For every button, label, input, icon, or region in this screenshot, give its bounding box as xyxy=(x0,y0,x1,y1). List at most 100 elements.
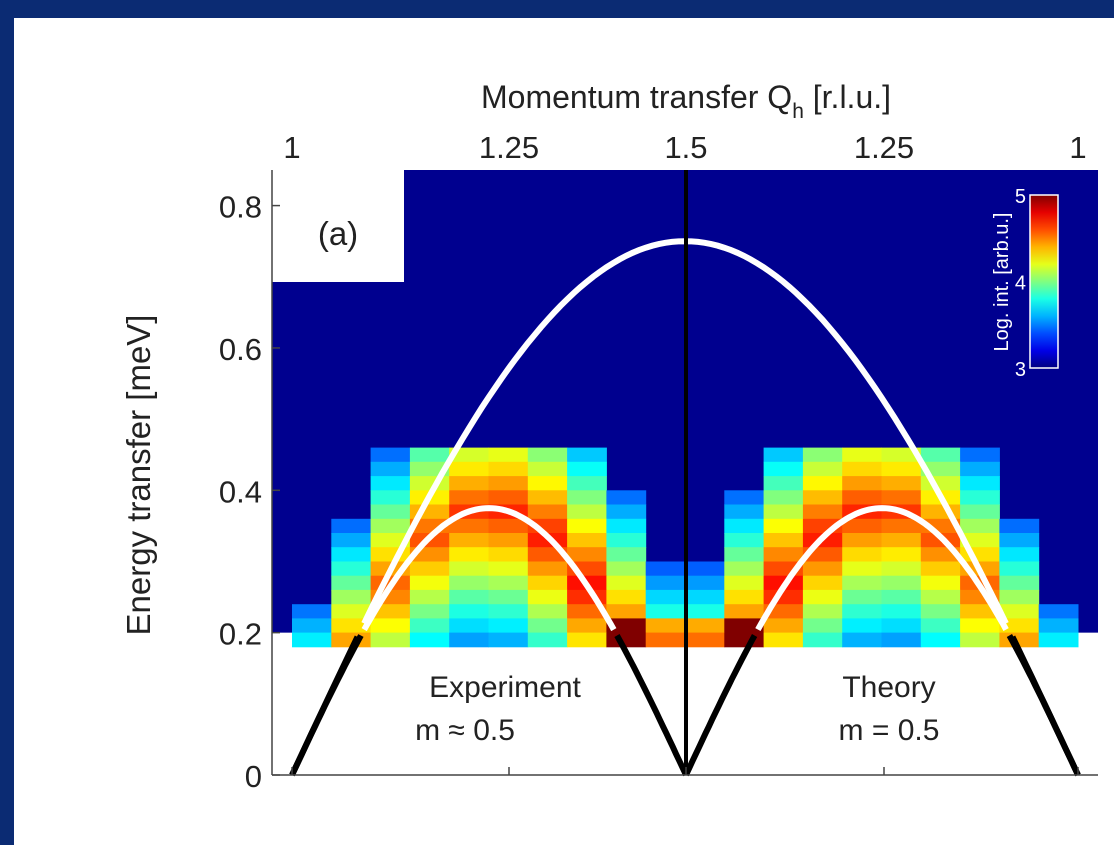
lower-curve-left-black xyxy=(292,636,686,776)
y-tick-label: 0.2 xyxy=(219,617,262,652)
heatmap-cell xyxy=(960,633,1000,648)
heatmap-cell xyxy=(685,590,725,605)
heatmap-cell xyxy=(764,476,804,491)
heatmap-cell xyxy=(764,448,804,463)
heatmap-cell xyxy=(371,618,411,633)
heatmap-cell xyxy=(921,590,961,605)
heatmap-cell xyxy=(921,604,961,619)
heatmap-cell xyxy=(528,462,568,477)
heatmap-cell xyxy=(999,533,1039,548)
heatmap-cell xyxy=(842,490,882,505)
heatmap-cell xyxy=(606,576,646,591)
heatmap-cell xyxy=(567,462,607,477)
heatmap-cell xyxy=(960,505,1000,520)
heatmap-cell xyxy=(489,448,529,463)
heatmap-cell xyxy=(449,547,489,562)
heatmap-cell xyxy=(960,476,1000,491)
heatmap-cell xyxy=(489,576,529,591)
heatmap-cell xyxy=(567,476,607,491)
heatmap-cell xyxy=(449,604,489,619)
x-tick-label: 1.5 xyxy=(664,130,707,165)
heatmap-cell xyxy=(764,533,804,548)
heatmap-cell xyxy=(528,490,568,505)
heatmap-cell xyxy=(803,448,843,463)
x-axis-label: Momentum transfer Qh [r.l.u.] xyxy=(481,79,891,123)
heatmap-cell xyxy=(449,490,489,505)
heatmap-cell xyxy=(449,533,489,548)
heatmap-cell xyxy=(646,576,686,591)
heatmap-cell xyxy=(410,604,450,619)
heatmap-cell xyxy=(449,590,489,605)
heatmap-cell xyxy=(921,476,961,491)
heatmap-cell xyxy=(842,533,882,548)
heatmap-cell xyxy=(567,547,607,562)
heatmap-cell xyxy=(803,633,843,648)
heatmap-cell xyxy=(646,604,686,619)
heatmap-cell xyxy=(371,462,411,477)
heatmap-cell xyxy=(646,590,686,605)
heatmap-cell xyxy=(646,562,686,577)
heatmap-cell xyxy=(567,519,607,534)
y-tick-label: 0.4 xyxy=(219,474,262,509)
y-tick-label: 0.8 xyxy=(219,190,262,225)
heatmap-cell xyxy=(921,562,961,577)
heatmap-cell xyxy=(921,576,961,591)
heatmap-cell xyxy=(567,490,607,505)
heatmap-cell xyxy=(528,448,568,463)
heatmap-cell xyxy=(999,547,1039,562)
heatmap-cell xyxy=(764,490,804,505)
heatmap-cell xyxy=(882,476,922,491)
heatmap-cell xyxy=(999,562,1039,577)
heatmap-cell xyxy=(449,562,489,577)
heatmap-cell xyxy=(528,476,568,491)
y-axis-label: Energy transfer [meV] xyxy=(120,315,157,636)
heatmap-cell xyxy=(882,604,922,619)
heatmap-cell xyxy=(724,519,764,534)
heatmap-cell xyxy=(489,618,529,633)
heatmap-cell xyxy=(528,618,568,633)
colorbar-label: Log. int. [arb.u.] xyxy=(991,213,1013,352)
heatmap-cell xyxy=(803,505,843,520)
heatmap-cell xyxy=(882,562,922,577)
heatmap-cell xyxy=(764,633,804,648)
annotation: Experiment xyxy=(429,671,581,704)
colorbar-tick-label: 5 xyxy=(1015,186,1026,208)
heatmap-cell xyxy=(371,476,411,491)
heatmap-cell xyxy=(292,618,332,633)
heatmap-cell xyxy=(960,618,1000,633)
heatmap-cell xyxy=(803,590,843,605)
heatmap-cell xyxy=(724,604,764,619)
heatmap-cell xyxy=(489,547,529,562)
heatmap-cell xyxy=(606,604,646,619)
heatmap-cell xyxy=(606,519,646,534)
heatmap-cell xyxy=(685,576,725,591)
heatmap-cell xyxy=(489,604,529,619)
heatmap-cell xyxy=(724,533,764,548)
heatmap-cell xyxy=(803,618,843,633)
heatmap-cell xyxy=(410,576,450,591)
heatmap-cell xyxy=(646,633,686,648)
x-tick-label: 1 xyxy=(283,130,300,165)
heatmap-cell xyxy=(331,519,371,534)
heatmap-cell xyxy=(842,547,882,562)
heatmap-cell xyxy=(724,576,764,591)
x-axis-label-units: [r.l.u.] xyxy=(804,79,891,115)
heatmap-cell xyxy=(685,562,725,577)
heatmap-cell xyxy=(960,448,1000,463)
heatmap-cell xyxy=(764,462,804,477)
heatmap-cell xyxy=(606,547,646,562)
heatmap-cell xyxy=(449,618,489,633)
heatmap-cell xyxy=(606,633,646,648)
heatmap-cell xyxy=(489,476,529,491)
heatmap-cell xyxy=(489,533,529,548)
heatmap-cell xyxy=(410,448,450,463)
heatmap-cell xyxy=(528,590,568,605)
heatmap-cell xyxy=(371,519,411,534)
y-tick-label: 0 xyxy=(245,759,262,794)
heatmap-cell xyxy=(528,505,568,520)
heatmap-cell xyxy=(960,462,1000,477)
heatmap-cell xyxy=(371,490,411,505)
heatmap-cell xyxy=(882,490,922,505)
heatmap-cell xyxy=(882,533,922,548)
